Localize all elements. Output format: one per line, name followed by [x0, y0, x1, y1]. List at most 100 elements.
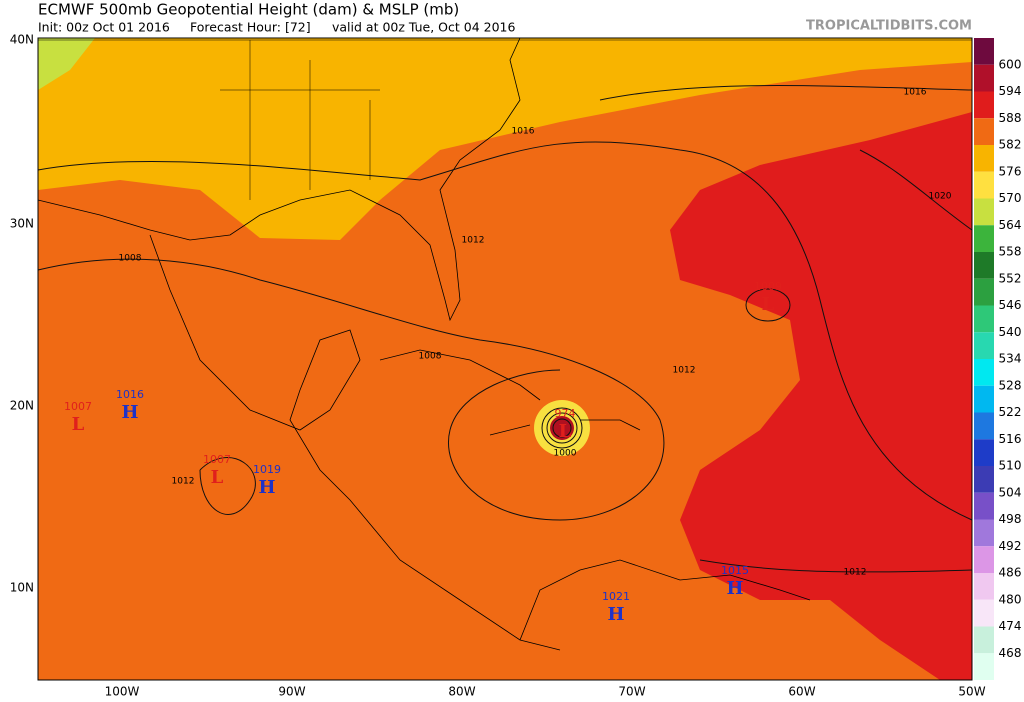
lat-label: 40N [10, 33, 34, 47]
colorbar-box [974, 359, 994, 386]
lon-label: 60W [788, 685, 815, 699]
pressure-value: 1009 [754, 280, 782, 293]
isobar-label: 1016 [904, 88, 927, 98]
pressure-center: L [211, 467, 224, 488]
south-america-coast [519, 559, 811, 641]
isobar [552, 418, 572, 438]
colorbar-label: 516 [999, 432, 1022, 446]
pressure-center: L [559, 421, 572, 442]
lon-label: 100W [105, 685, 140, 699]
init-time: Init: 00z Oct 01 2016 [38, 20, 170, 35]
pressure-value: 1007 [64, 400, 92, 413]
valid-time: valid at 00z Tue, Oct 04 2016 [332, 20, 516, 35]
colorbar-label: 546 [999, 298, 1022, 312]
colorbar-label: 576 [999, 164, 1022, 178]
lon-label: 90W [278, 685, 305, 699]
colorbar-label: 552 [999, 271, 1022, 285]
isobar [699, 559, 973, 573]
colorbar-box [974, 439, 994, 466]
isobar [546, 412, 578, 444]
borders [38, 39, 972, 200]
colorbar-box [974, 278, 994, 306]
isobar-label: 1012 [673, 366, 696, 376]
isobar [199, 457, 256, 515]
isobar-label: 1020 [929, 192, 952, 202]
lon-label: 70W [618, 685, 645, 699]
colorbar-box [974, 546, 994, 573]
colorbar-box [974, 91, 994, 119]
pressure-center: H [607, 604, 624, 625]
colorbar-box [974, 653, 994, 680]
colorbar-label: 588 [999, 111, 1022, 125]
forecast-hour: Forecast Hour: [72] [190, 20, 311, 35]
isobar-label: 1008 [119, 254, 142, 264]
colorbar-box [974, 38, 994, 65]
colorbar-label: 498 [999, 512, 1022, 526]
pressure-center: H [726, 578, 743, 599]
isobar-label: 1012 [172, 477, 195, 487]
colorbar-box [974, 599, 994, 627]
lon-label: 50W [958, 685, 985, 699]
pressure-center: L [72, 414, 85, 435]
isobars [37, 85, 973, 573]
height-582-zone [38, 38, 972, 240]
map-area [37, 37, 973, 681]
isobar-label: 1016 [512, 127, 535, 137]
height-570-zone [38, 38, 95, 90]
isobar [745, 288, 791, 322]
mexico-coast [149, 234, 561, 651]
colorbar-box [974, 198, 994, 226]
colorbar-box [974, 145, 994, 172]
title: ECMWF 500mb Geopotential Height (dam) & … [38, 1, 459, 19]
colorbar-box [974, 412, 994, 440]
pressure-center: L [762, 294, 775, 315]
colorbar-label: 486 [999, 566, 1022, 580]
pressure-value: 1016 [116, 388, 144, 401]
pressure-center: H [121, 402, 138, 423]
colorbar-label: 504 [999, 485, 1022, 499]
colorbar-box [974, 626, 994, 654]
isobar [37, 258, 665, 521]
isobar [541, 407, 583, 449]
colorbar-box [974, 466, 994, 493]
colorbar-label: 474 [999, 619, 1022, 633]
colorbar-label: 570 [999, 191, 1022, 205]
isobar-label: 1000 [554, 449, 577, 459]
hispaniola [489, 419, 641, 436]
colorbar-label: 594 [999, 84, 1022, 98]
map-frame [37, 37, 973, 681]
colorbar-label: 492 [999, 539, 1022, 553]
colorbar-label: 480 [999, 592, 1022, 606]
pressure-center: H [258, 477, 275, 498]
colorbar-box [974, 171, 994, 199]
colorbar-box [974, 385, 994, 413]
colorbar-box [974, 225, 994, 252]
colorbar-box [974, 492, 994, 520]
colorbar-box [974, 252, 994, 279]
us-coast [37, 37, 521, 322]
colorbar-box [974, 519, 994, 547]
isobar [599, 85, 973, 101]
colorbar-label: 540 [999, 325, 1022, 339]
isobar [859, 149, 973, 231]
colorbar-box [974, 64, 994, 92]
colorbar-box [974, 305, 994, 333]
colorbar-label: 582 [999, 138, 1022, 152]
pressure-value: 974 [555, 407, 576, 420]
lat-label: 30N [10, 217, 34, 231]
pressure-value: 1021 [602, 590, 630, 603]
lat-label: 10N [10, 581, 34, 595]
lat-label: 20N [10, 399, 34, 413]
pressure-value: 1019 [253, 463, 281, 476]
isobar-label: 1012 [462, 236, 485, 246]
colorbar-box [974, 332, 994, 359]
colorbar-label: 558 [999, 245, 1022, 259]
colorbar-box [974, 573, 994, 600]
pressure-value: 1007 [203, 453, 231, 466]
colorbar-label: 510 [999, 459, 1022, 473]
isobar [37, 141, 973, 521]
height-588-zone [670, 112, 972, 680]
coastlines [37, 37, 972, 651]
